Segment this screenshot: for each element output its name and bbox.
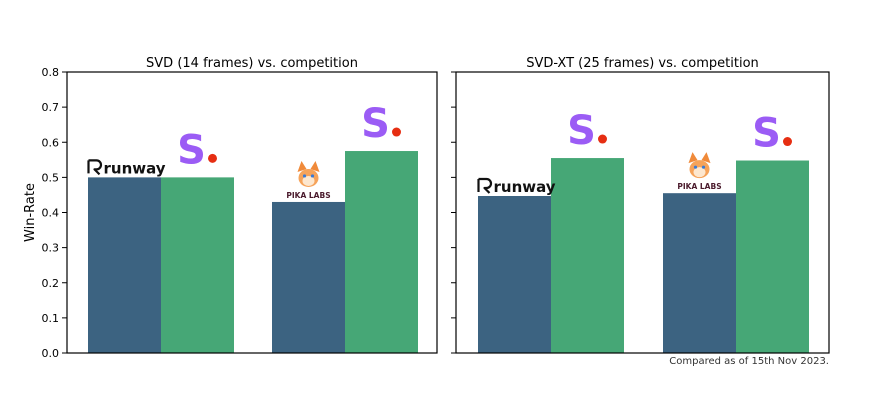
pika-labs-wordmark: PIKA LABS <box>286 191 330 200</box>
y-tick-label: 0.5 <box>42 171 60 184</box>
stability-logo: S <box>752 111 792 157</box>
chart-panel-2: runway S PIKA LABS S SVD-XT (25 frames) vs. … <box>451 56 830 354</box>
chart-panel-1: runway S PIKA LABS S 0.0 0.1 0.2 0.3 0.4 0.5 0.6 0.… <box>23 56 438 360</box>
runway-mark-icon <box>87 159 103 176</box>
stability-s-glyph: S <box>567 108 596 154</box>
y-tick-label: 0.4 <box>42 207 60 220</box>
chart-title: SVD (14 frames) vs. competition <box>146 56 358 71</box>
y-tick-label: 0.3 <box>42 242 60 255</box>
bar-svd <box>551 158 624 353</box>
stability-dot-icon <box>598 134 607 144</box>
y-tick-label: 0.1 <box>42 312 60 325</box>
pika-labs-wordmark: PIKA LABS <box>677 182 721 191</box>
pika-labs-logo: PIKA LABS <box>286 160 331 200</box>
stability-dot-icon <box>392 127 401 137</box>
y-tick-label: 0.0 <box>42 347 60 360</box>
stability-s-glyph: S <box>752 111 781 157</box>
bar-svd <box>345 151 418 353</box>
y-tick-label: 0.8 <box>42 66 60 79</box>
pika-eye-right-icon <box>701 165 706 169</box>
pika-eye-left-icon <box>693 165 698 169</box>
stability-s-glyph: S <box>177 127 206 173</box>
pika-muzzle-icon <box>693 167 706 178</box>
runway-wordmark: runway <box>104 159 166 177</box>
bar-svd <box>161 177 234 353</box>
y-tick-label: 0.7 <box>42 101 60 114</box>
runway-logo: runway <box>477 177 556 196</box>
footnote: Compared as of 15th Nov 2023. <box>669 356 829 367</box>
runway-mark-icon <box>477 177 493 194</box>
pika-eye-left-icon <box>302 174 307 178</box>
chart-title: SVD-XT (25 frames) vs. competition <box>526 56 759 71</box>
y-tick-label: 0.6 <box>42 136 60 149</box>
y-tick-label: 0.2 <box>42 277 60 290</box>
bar-competitor-pika-labs-logo <box>272 201 345 353</box>
stability-s-glyph: S <box>361 101 390 147</box>
bar-competitor-runway-logo <box>478 195 551 353</box>
bar-competitor-runway-logo <box>88 177 161 353</box>
runway-logo: runway <box>87 159 166 177</box>
bar-competitor-pika-labs-logo <box>663 193 736 353</box>
pika-ear-left-icon <box>688 152 698 164</box>
stability-dot-icon <box>783 137 792 147</box>
runway-wordmark: runway <box>494 178 556 196</box>
stability-logo: S <box>177 127 217 173</box>
pika-ear-right-icon <box>310 160 320 172</box>
pika-muzzle-icon <box>302 175 315 186</box>
pika-ear-right-icon <box>701 152 711 164</box>
pika-ear-left-icon <box>297 160 307 172</box>
pika-labs-logo: PIKA LABS <box>677 152 722 191</box>
y-axis-label: Win-Rate <box>23 183 38 242</box>
stability-dot-icon <box>208 153 217 163</box>
stability-logo: S <box>567 108 607 154</box>
pika-eye-right-icon <box>310 174 315 178</box>
stability-logo: S <box>361 101 401 147</box>
bar-svd <box>736 160 809 353</box>
